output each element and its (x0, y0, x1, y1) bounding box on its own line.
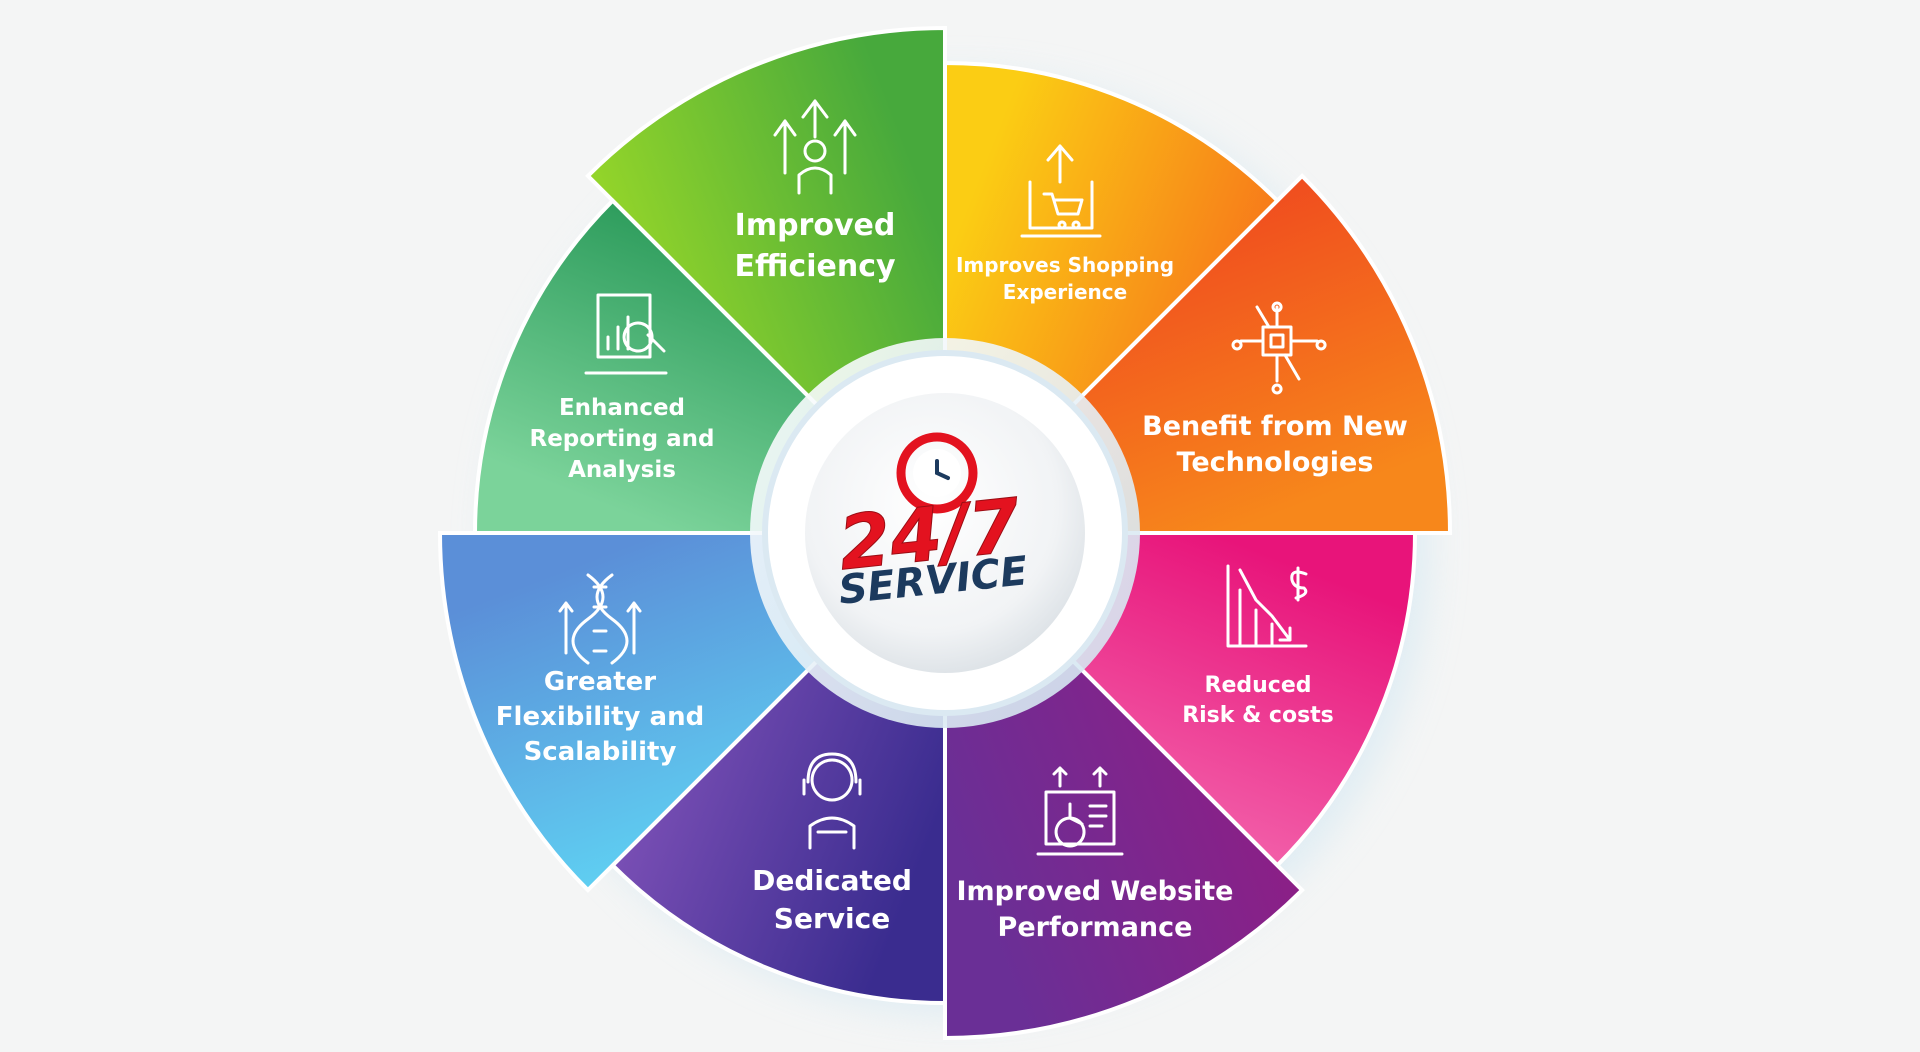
label-efficiency-line-2: Efficiency (734, 249, 896, 284)
labels-layer: Improved Efficiency Improves Shopping Exper… (496, 99, 1408, 943)
label-shopping-line-2: Experience (1003, 280, 1127, 304)
falling-chart-dollar-icon (1226, 564, 1308, 648)
label-flexibility-line-2: Flexibility and (496, 702, 704, 732)
label-reporting-line-2: Reporting and (530, 426, 715, 452)
label-flexibility-line-3: Scalability (524, 737, 677, 767)
label-website-line-1: Improved Website (956, 876, 1233, 907)
clock-icon (896, 432, 978, 514)
laptop-pie-chart-icon (1036, 766, 1124, 856)
center-hours: 24/7 (835, 483, 1025, 588)
label-risk-line-2: Risk & costs (1182, 703, 1334, 728)
segments-layer (437, 25, 1453, 1041)
label-risk-line-1: Reduced (1205, 673, 1312, 698)
dna-arrows-icon (558, 573, 642, 665)
label-dedicated-line-1: Dedicated (752, 864, 912, 897)
label-shopping-line-1: Improves Shopping (956, 253, 1174, 277)
label-reporting-line-3: Analysis (568, 457, 676, 483)
support-agent-icon (802, 752, 862, 850)
circuit-chip-icon (1231, 301, 1327, 395)
laptop-cart-icon (1020, 144, 1102, 238)
label-website-line-2: Performance (998, 912, 1193, 943)
label-dedicated-line-2: Service (774, 902, 890, 935)
label-technologies-line-2: Technologies (1177, 447, 1374, 478)
label-reporting-line-1: Enhanced (559, 395, 685, 421)
report-magnifier-icon (584, 293, 668, 375)
label-technologies-line-1: Benefit from New (1142, 411, 1408, 442)
center-hub: 24/7 SERVICE (750, 338, 1140, 728)
person-growth-arrows-icon (773, 99, 857, 195)
label-flexibility-line-1: Greater (544, 667, 656, 697)
label-efficiency-line-1: Improved (735, 208, 896, 243)
